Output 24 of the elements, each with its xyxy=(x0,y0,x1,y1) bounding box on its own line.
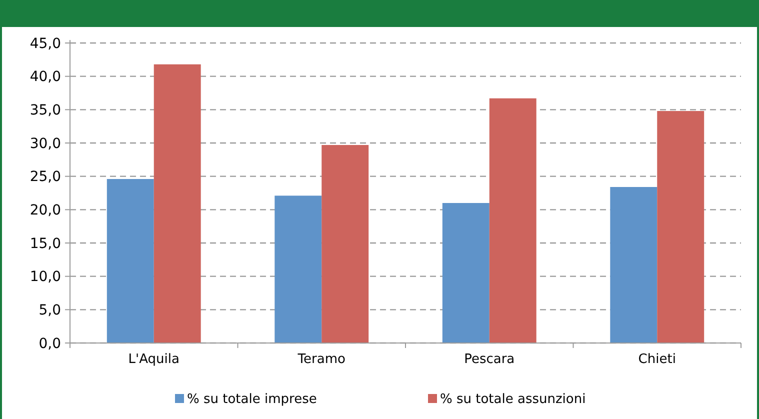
y-tick-label: 25,0 xyxy=(30,169,61,186)
y-tick-label: 5,0 xyxy=(38,302,61,319)
bar xyxy=(322,145,369,343)
bar xyxy=(610,187,658,343)
y-tick-label: 35,0 xyxy=(30,102,61,119)
y-tick-label: 15,0 xyxy=(30,236,61,252)
y-tick-label: 0,0 xyxy=(38,336,61,352)
bar xyxy=(154,64,201,343)
y-tick-label: 30,0 xyxy=(30,136,61,152)
legend-label: % su totale imprese xyxy=(187,392,317,407)
bar xyxy=(442,203,490,343)
y-tick-label: 10,0 xyxy=(30,269,61,286)
y-tick-label: 45,0 xyxy=(30,36,61,52)
y-tick-label: 40,0 xyxy=(30,69,61,86)
x-tick-label: Chieti xyxy=(638,352,676,367)
bar xyxy=(489,98,536,343)
y-tick-label: 20,0 xyxy=(30,202,61,219)
x-tick-label: Pescara xyxy=(464,352,515,367)
bar xyxy=(274,196,322,343)
x-tick-label: Teramo xyxy=(296,352,346,367)
x-tick-label: L'Aquila xyxy=(128,352,180,367)
bar xyxy=(657,111,704,343)
bar xyxy=(106,179,154,343)
legend-label: % su totale assunzioni xyxy=(440,392,586,407)
